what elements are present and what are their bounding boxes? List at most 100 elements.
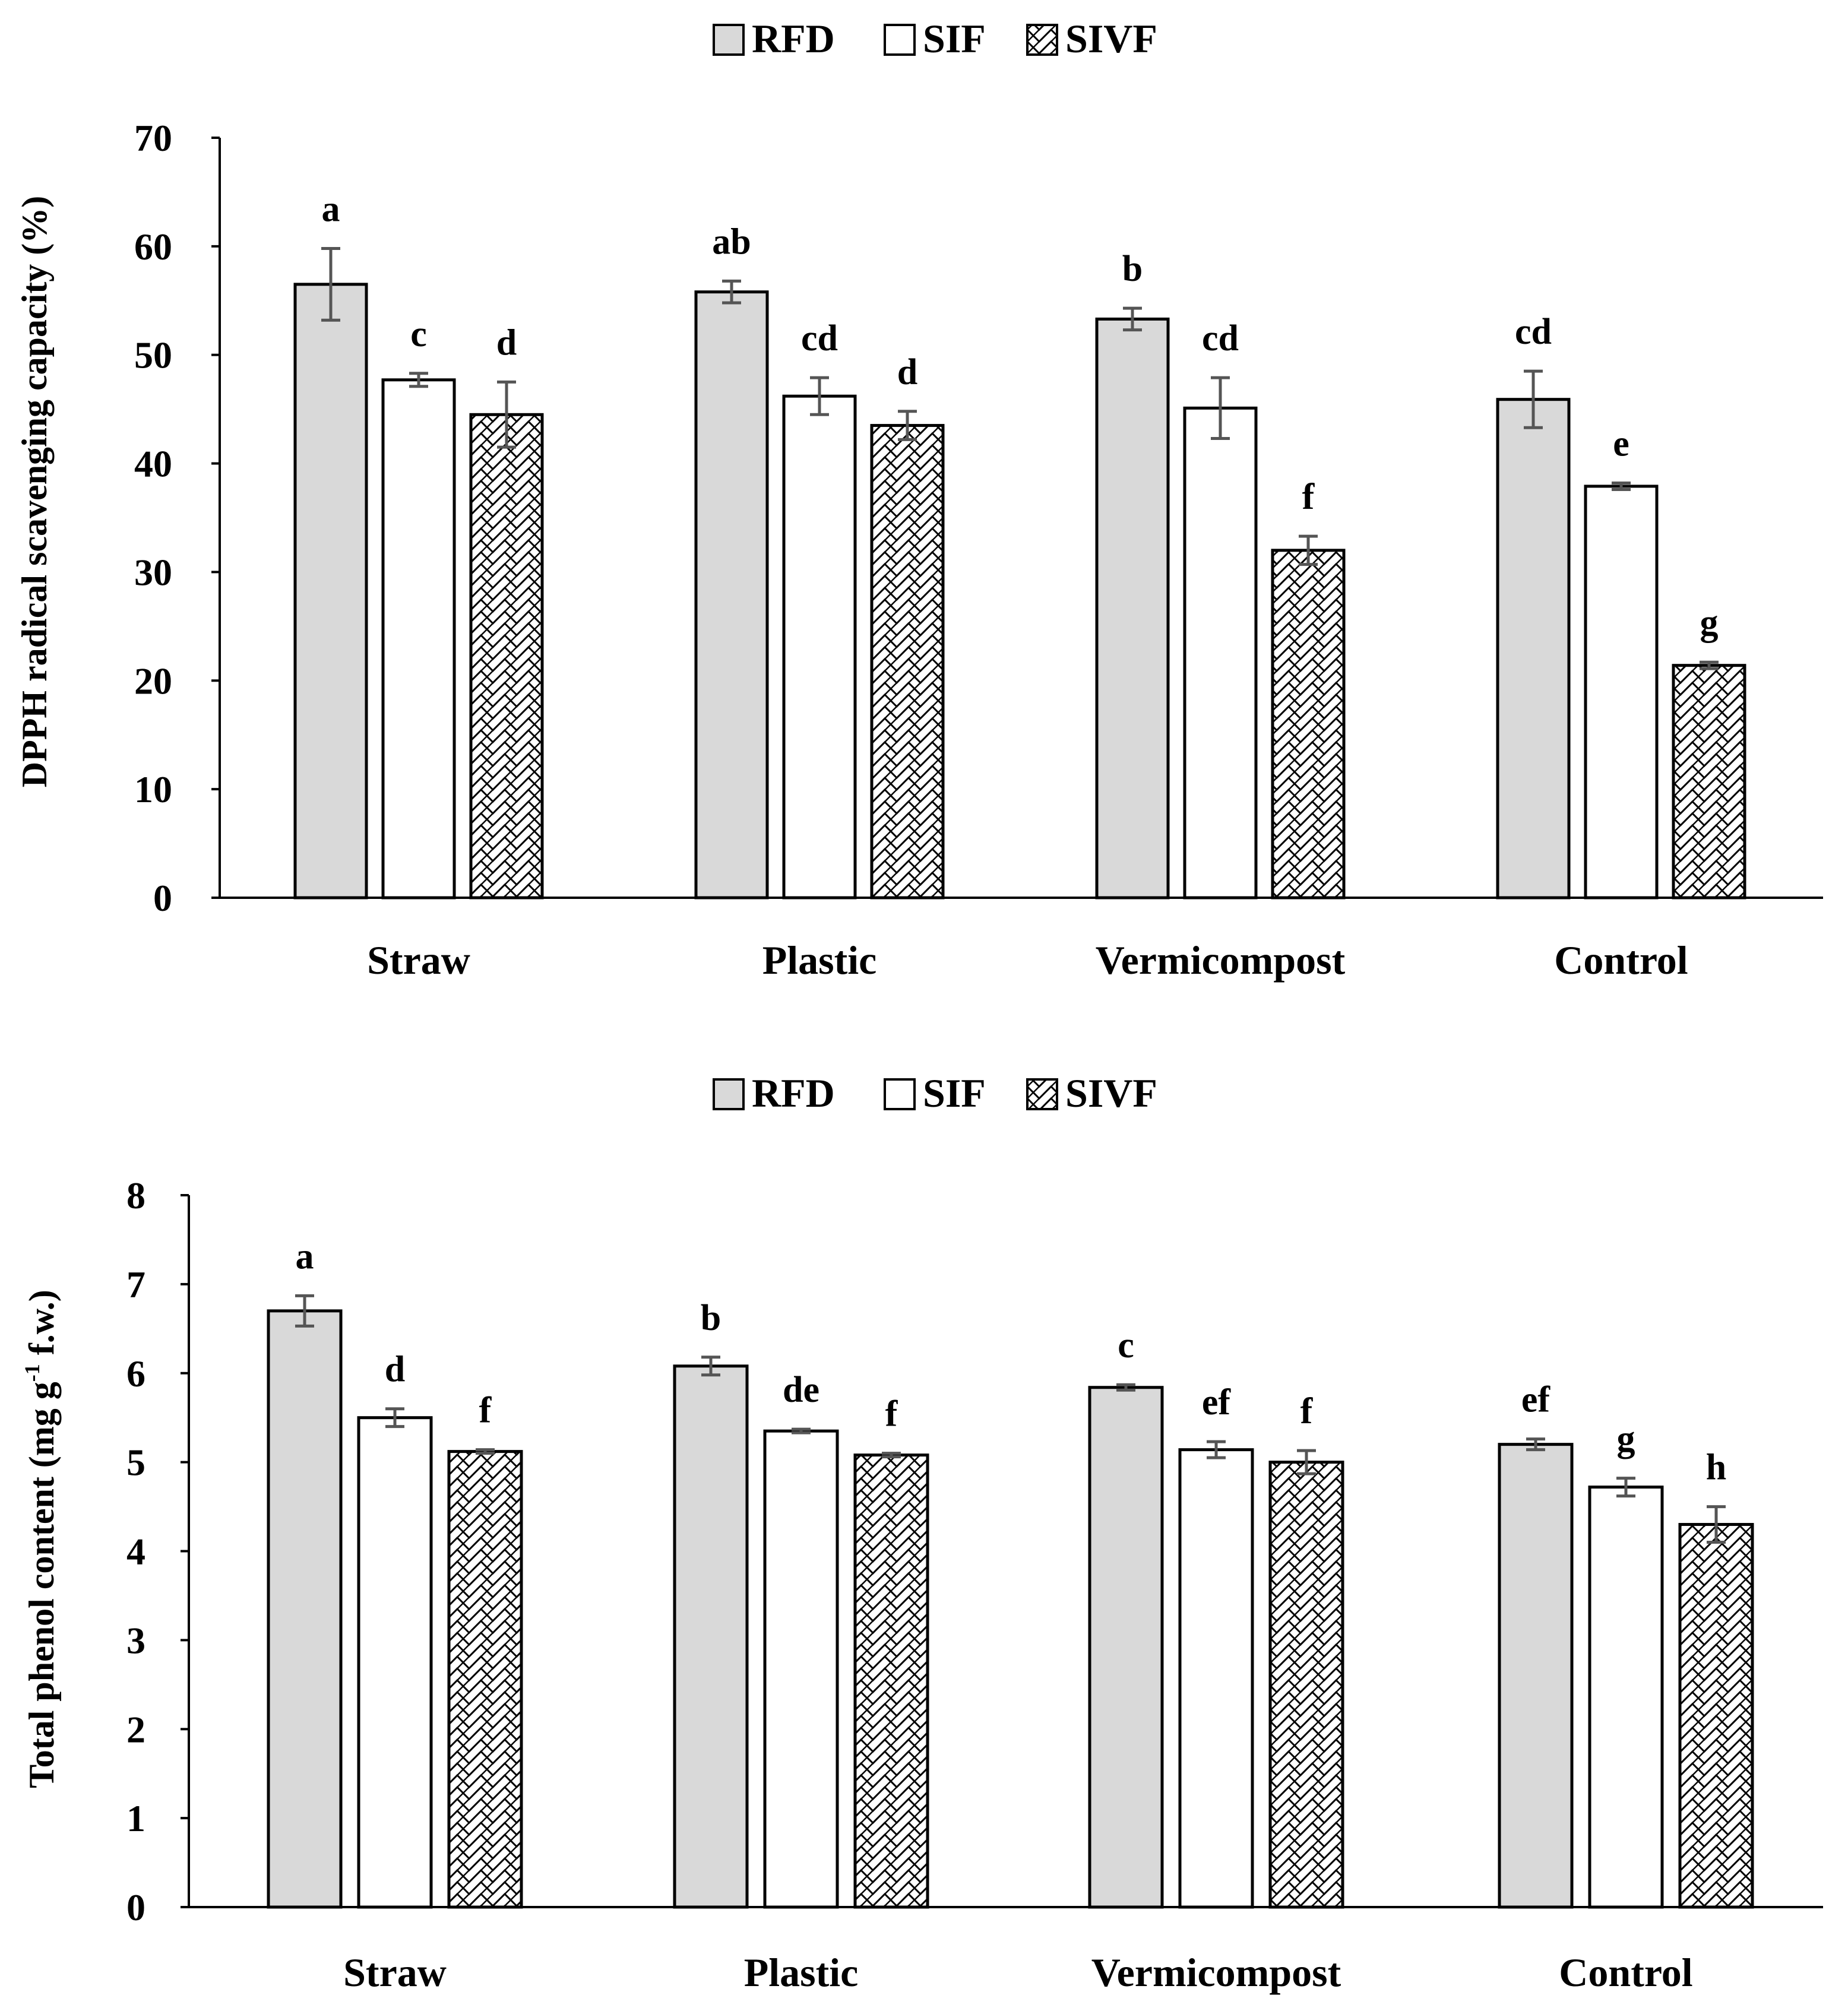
phenol-bar-rfd-straw (267, 1309, 343, 1909)
dpph-bar-sivf-control-error-bar (1700, 660, 1719, 670)
dpph-bar-rfd-straw-error-bar (321, 247, 340, 322)
phenol-bar-rfd-plastic-significance-letter: b (701, 1298, 721, 1338)
phenol-bar-rfd-control-significance-letter: ef (1521, 1380, 1551, 1420)
phenol-y-tick-label-6: 6 (126, 1353, 145, 1395)
phenol-legend: RFD SIF SIVF (713, 1071, 1157, 1116)
phenol-y-axis-title-main: Total phenol content (mg g (22, 1382, 61, 1788)
dpph-plot-area: 0 10 20 30 40 50 60 70 Straw Plastic Vermicompost C… (134, 117, 1823, 983)
dpph-bar-rfd-control-error-bar (1524, 369, 1543, 429)
phenol-x-category-label-vermicompost: Vermicompost (1091, 1950, 1341, 1995)
phenol-bar-sivf-vermicompost (1268, 1461, 1344, 1909)
phenol-bar-sivf-control-error-bar (1707, 1505, 1726, 1544)
phenol-bar-sif-vermicompost-error-bar (1207, 1440, 1226, 1459)
phenol-bar-sif-vermicompost-significance-letter: ef (1202, 1382, 1232, 1423)
dpph-bar-sivf-plastic-error-bar (898, 410, 917, 441)
phenol-y-tick-label-7: 7 (126, 1263, 145, 1306)
dpph-bar-sif-control-significance-letter: e (1613, 423, 1629, 464)
phenol-bar-rfd-straw-error-bar (295, 1294, 314, 1328)
dpph-bar-sif-straw-error-bar (409, 372, 428, 388)
phenol-bar-rfd-straw-significance-letter: a (296, 1236, 314, 1277)
dpph-bar-sivf-plastic (870, 424, 945, 900)
dpph-legend-swatch-rfd (713, 24, 745, 56)
dpph-x-category-label-control: Control (1554, 938, 1688, 983)
dpph-y-tick-label-70: 70 (134, 117, 172, 159)
phenol-bar-sivf-control (1678, 1523, 1754, 1909)
dpph-bar-rfd-control (1496, 398, 1571, 900)
dpph-bar-sif-vermicompost (1183, 406, 1258, 900)
dpph-x-category-label-straw: Straw (367, 938, 470, 983)
dpph-y-tick-label-50: 50 (134, 334, 172, 376)
dpph-bar-sivf-vermicompost-significance-letter: f (1302, 477, 1315, 517)
dpph-bar-sif-straw (381, 378, 456, 900)
phenol-bar-sif-control-significance-letter: g (1617, 1419, 1635, 1459)
phenol-y-axis-title-superscript: -1 (20, 1364, 44, 1382)
phenol-x-category-label-control: Control (1559, 1950, 1692, 1995)
dpph-y-tick-label-60: 60 (134, 226, 172, 268)
dpph-legend-swatch-sivf (1026, 24, 1058, 56)
dpph-y-tick-label-30: 30 (134, 551, 172, 593)
dpph-bar-rfd-control-significance-letter: cd (1515, 312, 1552, 352)
dpph-legend-item-sif: SIF (884, 16, 986, 61)
dpph-bar-rfd-vermicompost-error-bar (1123, 306, 1142, 332)
phenol-y-tick-label-8: 8 (126, 1174, 145, 1217)
dpph-bar-sif-vermicompost-error-bar (1211, 376, 1230, 441)
phenol-y-tick-label-1: 1 (126, 1797, 145, 1839)
phenol-bar-rfd-vermicompost-significance-letter: c (1118, 1325, 1134, 1366)
phenol-bar-sivf-straw (447, 1450, 523, 1909)
dpph-bar-sivf-vermicompost (1271, 549, 1346, 900)
dpph-bar-sivf-control-significance-letter: g (1700, 603, 1719, 643)
phenol-y-tick-label-5: 5 (126, 1442, 145, 1484)
dpph-y-tick-label-10: 10 (134, 768, 172, 810)
dpph-bar-rfd-plastic (694, 290, 769, 900)
phenol-y-axis-title-end: f.w.) (22, 1290, 61, 1364)
dpph-bar-rfd-plastic-error-bar (722, 279, 741, 305)
phenol-legend-swatch-rfd (713, 1078, 745, 1110)
dpph-bar-sif-plastic (782, 394, 857, 900)
dpph-x-category-label-vermicompost: Vermicompost (1096, 938, 1346, 983)
phenol-bar-sif-plastic (763, 1429, 839, 1909)
dpph-legend-label-rfd: RFD (752, 16, 835, 61)
dpph-legend-swatch-sif (884, 24, 916, 56)
phenol-legend-swatch-sivf (1026, 1078, 1058, 1110)
phenol-bar-rfd-control-error-bar (1526, 1437, 1545, 1452)
dpph-bar-sivf-straw-error-bar (497, 380, 516, 449)
phenol-bar-rfd-vermicompost-error-bar (1116, 1383, 1135, 1392)
phenol-bar-sivf-plastic-significance-letter: f (885, 1394, 898, 1434)
phenol-bar-sif-vermicompost (1178, 1448, 1254, 1909)
dpph-y-tick-label-40: 40 (134, 443, 172, 485)
dpph-x-category-label-plastic: Plastic (762, 938, 877, 983)
dpph-bar-sivf-control (1672, 664, 1746, 900)
phenol-legend-item-sivf: SIVF (1026, 1071, 1157, 1116)
dpph-legend-label-sivf: SIVF (1065, 16, 1157, 61)
phenol-x-category-label-straw: Straw (343, 1950, 447, 1995)
phenol-y-tick-label-3: 3 (126, 1619, 145, 1661)
phenol-bar-sivf-straw-significance-letter: f (479, 1391, 492, 1431)
phenol-bar-sif-control-error-bar (1616, 1477, 1635, 1498)
phenol-bar-sivf-vermicompost-error-bar (1297, 1449, 1316, 1475)
dpph-bar-rfd-vermicompost (1095, 317, 1170, 900)
phenol-bar-sif-plastic-significance-letter: de (783, 1370, 819, 1410)
dpph-bar-rfd-vermicompost-significance-letter: b (1122, 249, 1143, 289)
dpph-bar-sivf-plastic-significance-letter: d (897, 352, 917, 392)
phenol-legend-label-sif: SIF (923, 1071, 986, 1116)
phenol-legend-label-rfd: RFD (752, 1071, 835, 1116)
dpph-bar-sif-plastic-significance-letter: cd (801, 318, 838, 359)
dpph-legend: RFD SIF SIVF (713, 16, 1157, 61)
phenol-bar-sif-straw-significance-letter: d (385, 1350, 405, 1390)
phenol-legend-item-rfd: RFD (713, 1071, 835, 1116)
phenol-bar-sivf-plastic (853, 1453, 929, 1909)
phenol-bar-sivf-vermicompost-significance-letter: f (1300, 1391, 1314, 1432)
dpph-bar-sivf-straw-significance-letter: d (496, 322, 517, 363)
dpph-y-tick-label-20: 20 (134, 660, 172, 702)
phenol-legend-item-sif: SIF (884, 1071, 986, 1116)
phenol-legend-label-sivf: SIVF (1065, 1071, 1157, 1116)
dpph-bar-rfd-straw-significance-letter: a (322, 189, 340, 230)
phenol-bar-rfd-plastic-error-bar (701, 1356, 720, 1377)
dpph-bar-sif-control (1584, 484, 1659, 900)
phenol-y-tick-label-2: 2 (126, 1708, 145, 1750)
dpph-legend-item-rfd: RFD (713, 16, 835, 61)
dpph-bar-sif-plastic-error-bar (810, 376, 829, 416)
dpph-bar-sif-control-error-bar (1612, 481, 1631, 491)
phenol-x-category-label-plastic: Plastic (744, 1950, 859, 1995)
phenol-y-tick-label-4: 4 (126, 1531, 145, 1573)
